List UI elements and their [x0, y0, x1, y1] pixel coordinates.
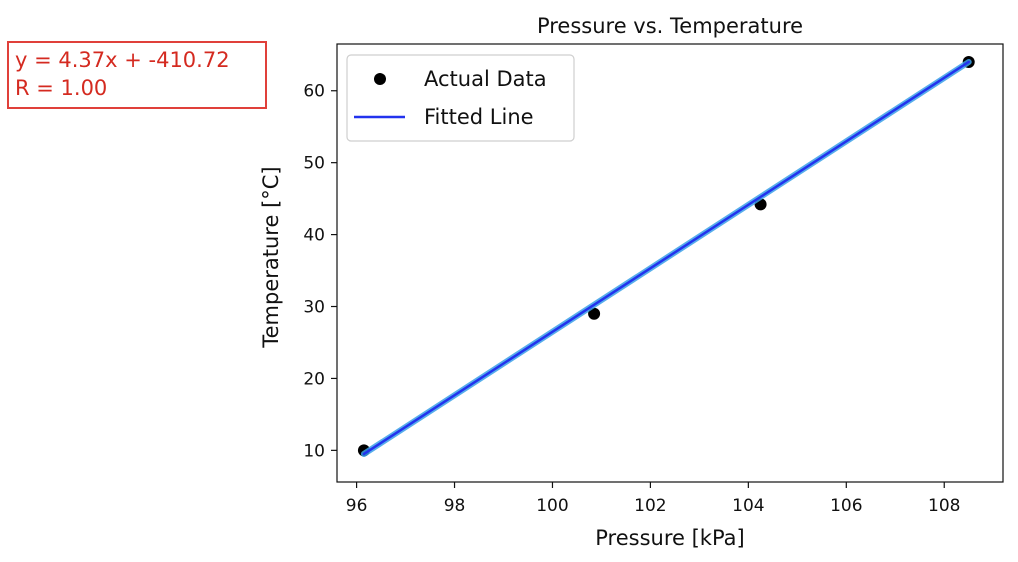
chart-title: Pressure vs. Temperature: [537, 14, 803, 38]
legend-box: [346, 54, 575, 142]
fitted-line: [362, 60, 970, 456]
legend: Actual Data Fitted Line: [346, 54, 575, 142]
fit-equation-box: y = 4.37x + -410.72 R = 1.00: [7, 41, 267, 109]
fit-r-value-text: R = 1.00: [15, 76, 108, 100]
x-tick-label: 96: [346, 496, 368, 516]
x-tick-label: 108: [928, 496, 960, 516]
y-tick-label: 30: [303, 298, 325, 318]
y-tick-label: 40: [303, 226, 325, 246]
y-tick-label: 10: [303, 441, 325, 461]
legend-label-fitted-line: Fitted Line: [424, 105, 534, 129]
y-tick-label: 60: [303, 82, 325, 102]
plot-marks: [357, 55, 975, 457]
legend-label-actual-data: Actual Data: [424, 67, 547, 91]
y-tick-label: 20: [303, 369, 325, 389]
legend-marker-actual-data: [374, 73, 386, 85]
y-axis-label: Temperature [°C]: [259, 166, 283, 348]
x-tick-label: 106: [830, 496, 862, 516]
y-tick-label: 50: [303, 154, 325, 174]
x-tick-label: 102: [634, 496, 666, 516]
x-tick-label: 104: [732, 496, 764, 516]
plot-frame: [336, 43, 1004, 483]
x-tick-label: 100: [536, 496, 568, 516]
data-point: [588, 307, 601, 320]
x-axis-label: Pressure [kPa]: [595, 526, 744, 550]
fit-equation-text: y = 4.37x + -410.72: [15, 48, 230, 72]
plot-axes: 96 98 100 102 104 106 108 10 20 30 40 50 60: [303, 43, 1004, 516]
x-tick-label: 98: [444, 496, 466, 516]
